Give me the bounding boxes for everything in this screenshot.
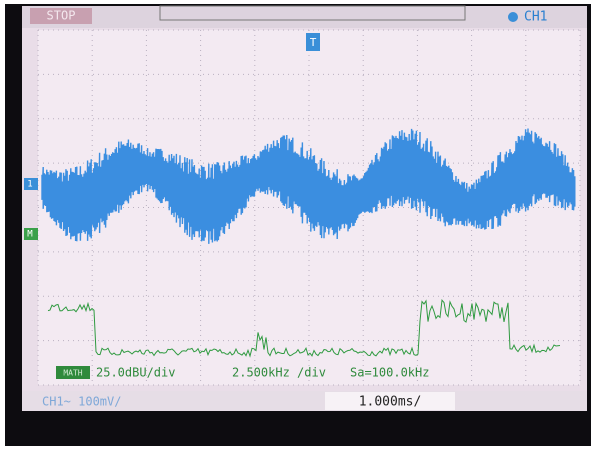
trigger-icon [508, 12, 518, 22]
trigger-source: CH1 [524, 10, 547, 25]
math-label: MATH [63, 369, 82, 378]
trigger-marker-label: T [310, 36, 317, 49]
oscilloscope-photo: STOP CH1 T 1 M MATH 25.0dBU/div 2.500kHz… [0, 0, 596, 449]
run-state: STOP [47, 9, 76, 23]
math-sample-rate: Sa=100.0kHz [350, 366, 429, 380]
math-span: 2.500kHz /div [232, 366, 326, 380]
channel-marker-label: 1 [27, 180, 32, 190]
math-scale: 25.0dBU/div [96, 366, 175, 380]
channel-scale: CH1~ 100mV/ [42, 395, 121, 409]
top-bar [22, 6, 587, 28]
timebase: 1.000ms/ [359, 395, 422, 410]
math-marker-label: M [27, 230, 33, 240]
